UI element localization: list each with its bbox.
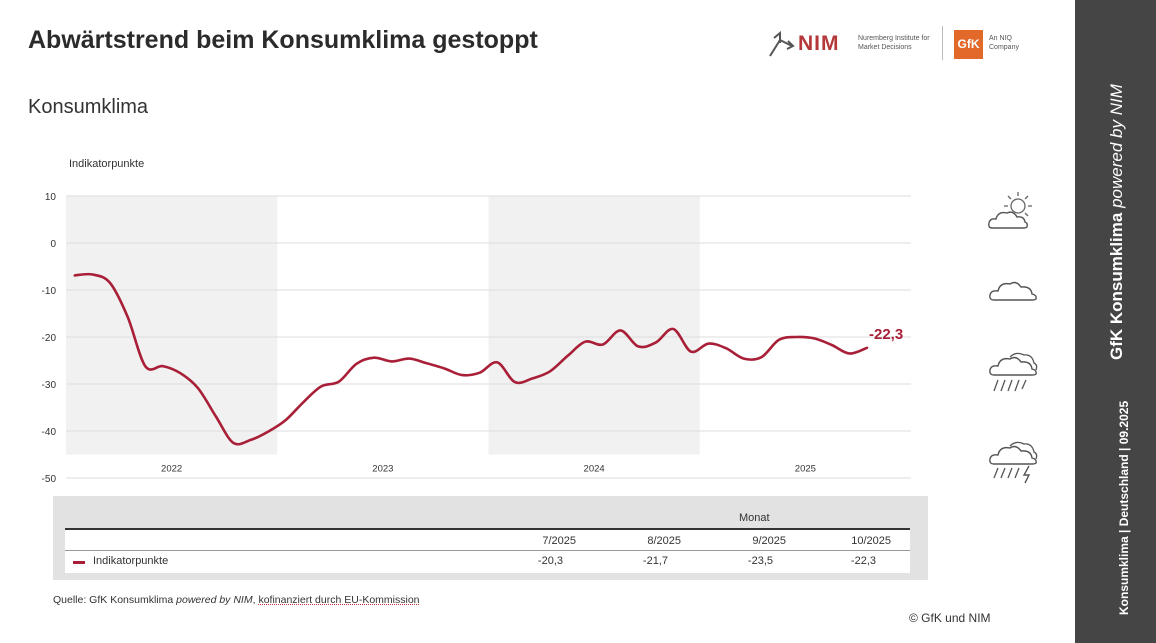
series-line-indikatorpunkte xyxy=(73,272,869,446)
cloud-icon xyxy=(989,281,1037,301)
year-shading-band xyxy=(488,196,700,455)
y-tick-label: -40 xyxy=(42,427,57,438)
table-cell: -23,5 xyxy=(747,555,773,567)
year-label: 2022 xyxy=(161,464,182,475)
year-label: 2024 xyxy=(584,464,605,475)
copyright: © GfK und NIM xyxy=(909,611,991,625)
legend-swatch xyxy=(73,561,85,564)
year-shading xyxy=(66,196,700,455)
nim-arrow-icon xyxy=(769,30,795,57)
y-axis-label: Indikatorpunkte xyxy=(69,158,144,170)
sidebar-title-italic: powered by NIM xyxy=(1107,84,1126,208)
data-table: Monat 7/2025 8/2025 9/2025 10/2025 Indik… xyxy=(53,496,928,580)
y-tick-label: 10 xyxy=(45,192,57,203)
y-tick-label: -20 xyxy=(42,333,57,344)
year-label: 2023 xyxy=(372,464,393,475)
grid-lines xyxy=(66,195,911,479)
gfk-logo: GfK xyxy=(954,30,983,59)
table-group-header: Monat xyxy=(739,512,770,524)
table-cell: -20,3 xyxy=(537,555,563,567)
sidebar-subtitle: Konsumklima | Deutschland | 09.2025 xyxy=(1117,400,1131,615)
y-tick-label: -50 xyxy=(42,474,57,485)
logo-area: NIM Nuremberg Institute for Market Decis… xyxy=(766,26,1036,62)
last-value-label: -22,3 xyxy=(869,326,903,343)
sidebar-title: GfK Konsumklima powered by NIM xyxy=(1107,84,1127,360)
sidebar-title-bold: GfK Konsumklima xyxy=(1107,207,1126,360)
source-italic: powered by NIM xyxy=(176,594,253,606)
table-col-header: 10/2025 xyxy=(851,535,891,547)
chart-subtitle: Konsumklima xyxy=(28,96,149,118)
year-label: 2025 xyxy=(795,464,816,475)
y-tick-label: 0 xyxy=(50,239,56,250)
y-tick-labels: 10 0 -10 -20 -30 -40 -50 xyxy=(42,192,57,485)
table-cell: -22,3 xyxy=(850,555,876,567)
table-col-header: 9/2025 xyxy=(752,535,786,547)
table-body: 7/2025 8/2025 9/2025 10/2025 Indikatorpu… xyxy=(65,530,910,573)
table-col-header: 8/2025 xyxy=(647,535,681,547)
logo-divider xyxy=(942,26,943,60)
table-row-label: Indikatorpunkte xyxy=(93,555,169,567)
gfk-logo-subtext: An NIQ Company xyxy=(989,35,1019,51)
source-comma: , xyxy=(252,594,259,606)
nim-logo-text: NIM xyxy=(798,32,840,55)
table-header-rule xyxy=(65,550,910,551)
source-prefix: Quelle: GfK Konsumklima xyxy=(53,594,177,606)
year-shading-band xyxy=(66,196,278,455)
table-col-header: 7/2025 xyxy=(542,535,576,547)
table-top-rule xyxy=(65,528,910,530)
line-chart: 10 0 -10 -20 -30 -40 -50 2022 2023 2024 2025 Indi… xyxy=(42,158,911,485)
source-note: Quelle: GfK Konsumklima powered by NIM, … xyxy=(53,594,420,606)
table-cell: -21,7 xyxy=(642,555,668,567)
right-sidebar xyxy=(1075,0,1156,643)
page-title: Abwärtstrend beim Konsumklima gestoppt xyxy=(28,26,538,54)
rain-cloud-icon xyxy=(989,352,1038,392)
nim-logo-subtext: Nuremberg Institute for Market Decisions xyxy=(858,35,930,51)
y-tick-label: -30 xyxy=(42,380,57,391)
y-tick-label: -10 xyxy=(42,286,57,297)
source-financed: kofinanziert durch EU-Kommission xyxy=(258,594,420,606)
thunderstorm-cloud-icon xyxy=(989,441,1038,484)
sun-cloud-icon xyxy=(988,192,1032,229)
year-labels: 2022 2023 2024 2025 xyxy=(161,464,816,475)
